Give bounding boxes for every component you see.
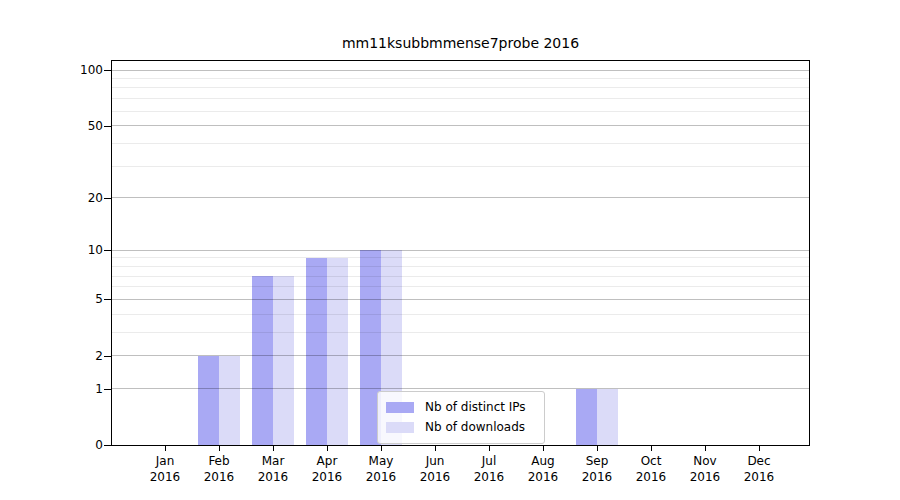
- y-tick-mark-20: [104, 198, 111, 199]
- x-tick-mark-nov: [705, 446, 706, 451]
- x-tick-mark-jun: [435, 446, 436, 451]
- y-tick-mark-100: [104, 70, 111, 71]
- y-tick-mark-2: [104, 356, 111, 357]
- bar-distinct-ips-apr: [306, 258, 327, 445]
- x-tick-mark-mar: [273, 446, 274, 451]
- plot-area: Nb of distinct IPs Nb of downloads: [111, 60, 810, 446]
- y-tick-label-2: 2: [0, 348, 103, 364]
- legend-row-downloads: Nb of downloads: [386, 417, 536, 437]
- bar-downloads-sep: [597, 389, 618, 445]
- x-tick-label-dec: Dec2016: [727, 453, 791, 485]
- x-tick-mark-oct: [651, 446, 652, 451]
- legend: Nb of distinct IPs Nb of downloads: [377, 391, 545, 444]
- y-tick-mark-0: [104, 445, 111, 446]
- bar-distinct-ips-feb: [198, 356, 219, 445]
- legend-label-downloads: Nb of downloads: [425, 420, 525, 434]
- bar-downloads-apr: [327, 258, 348, 445]
- x-tick-mark-aug: [543, 446, 544, 451]
- x-tick-mark-feb: [219, 446, 220, 451]
- bars-layer: [112, 61, 809, 445]
- y-tick-label-20: 20: [0, 190, 103, 206]
- figure: mm11ksubbmmense7probe 2016 Nb of distinc…: [0, 0, 900, 500]
- legend-row-distinct-ips: Nb of distinct IPs: [386, 397, 536, 417]
- bar-distinct-ips-sep: [576, 389, 597, 445]
- x-tick-mark-sep: [597, 446, 598, 451]
- y-tick-label-10: 10: [0, 242, 103, 258]
- x-tick-mark-dec: [759, 446, 760, 451]
- x-tick-mark-jul: [489, 446, 490, 451]
- bar-downloads-mar: [273, 276, 294, 445]
- bar-downloads-feb: [219, 356, 240, 445]
- legend-label-distinct-ips: Nb of distinct IPs: [425, 400, 526, 414]
- y-tick-label-100: 100: [0, 62, 103, 78]
- x-tick-mark-apr: [327, 446, 328, 451]
- x-tick-mark-may: [381, 446, 382, 451]
- y-tick-label-5: 5: [0, 291, 103, 307]
- chart-title: mm11ksubbmmense7probe 2016: [112, 34, 809, 52]
- bar-distinct-ips-mar: [252, 276, 273, 445]
- x-tick-mark-jan: [165, 446, 166, 451]
- legend-swatch-downloads: [386, 422, 414, 433]
- y-tick-label-0: 0: [0, 437, 103, 453]
- y-tick-label-1: 1: [0, 381, 103, 397]
- y-tick-mark-10: [104, 250, 111, 251]
- y-tick-label-50: 50: [0, 118, 103, 134]
- y-tick-mark-1: [104, 389, 111, 390]
- y-tick-mark-5: [104, 299, 111, 300]
- legend-swatch-distinct-ips: [386, 402, 414, 413]
- y-tick-mark-50: [104, 126, 111, 127]
